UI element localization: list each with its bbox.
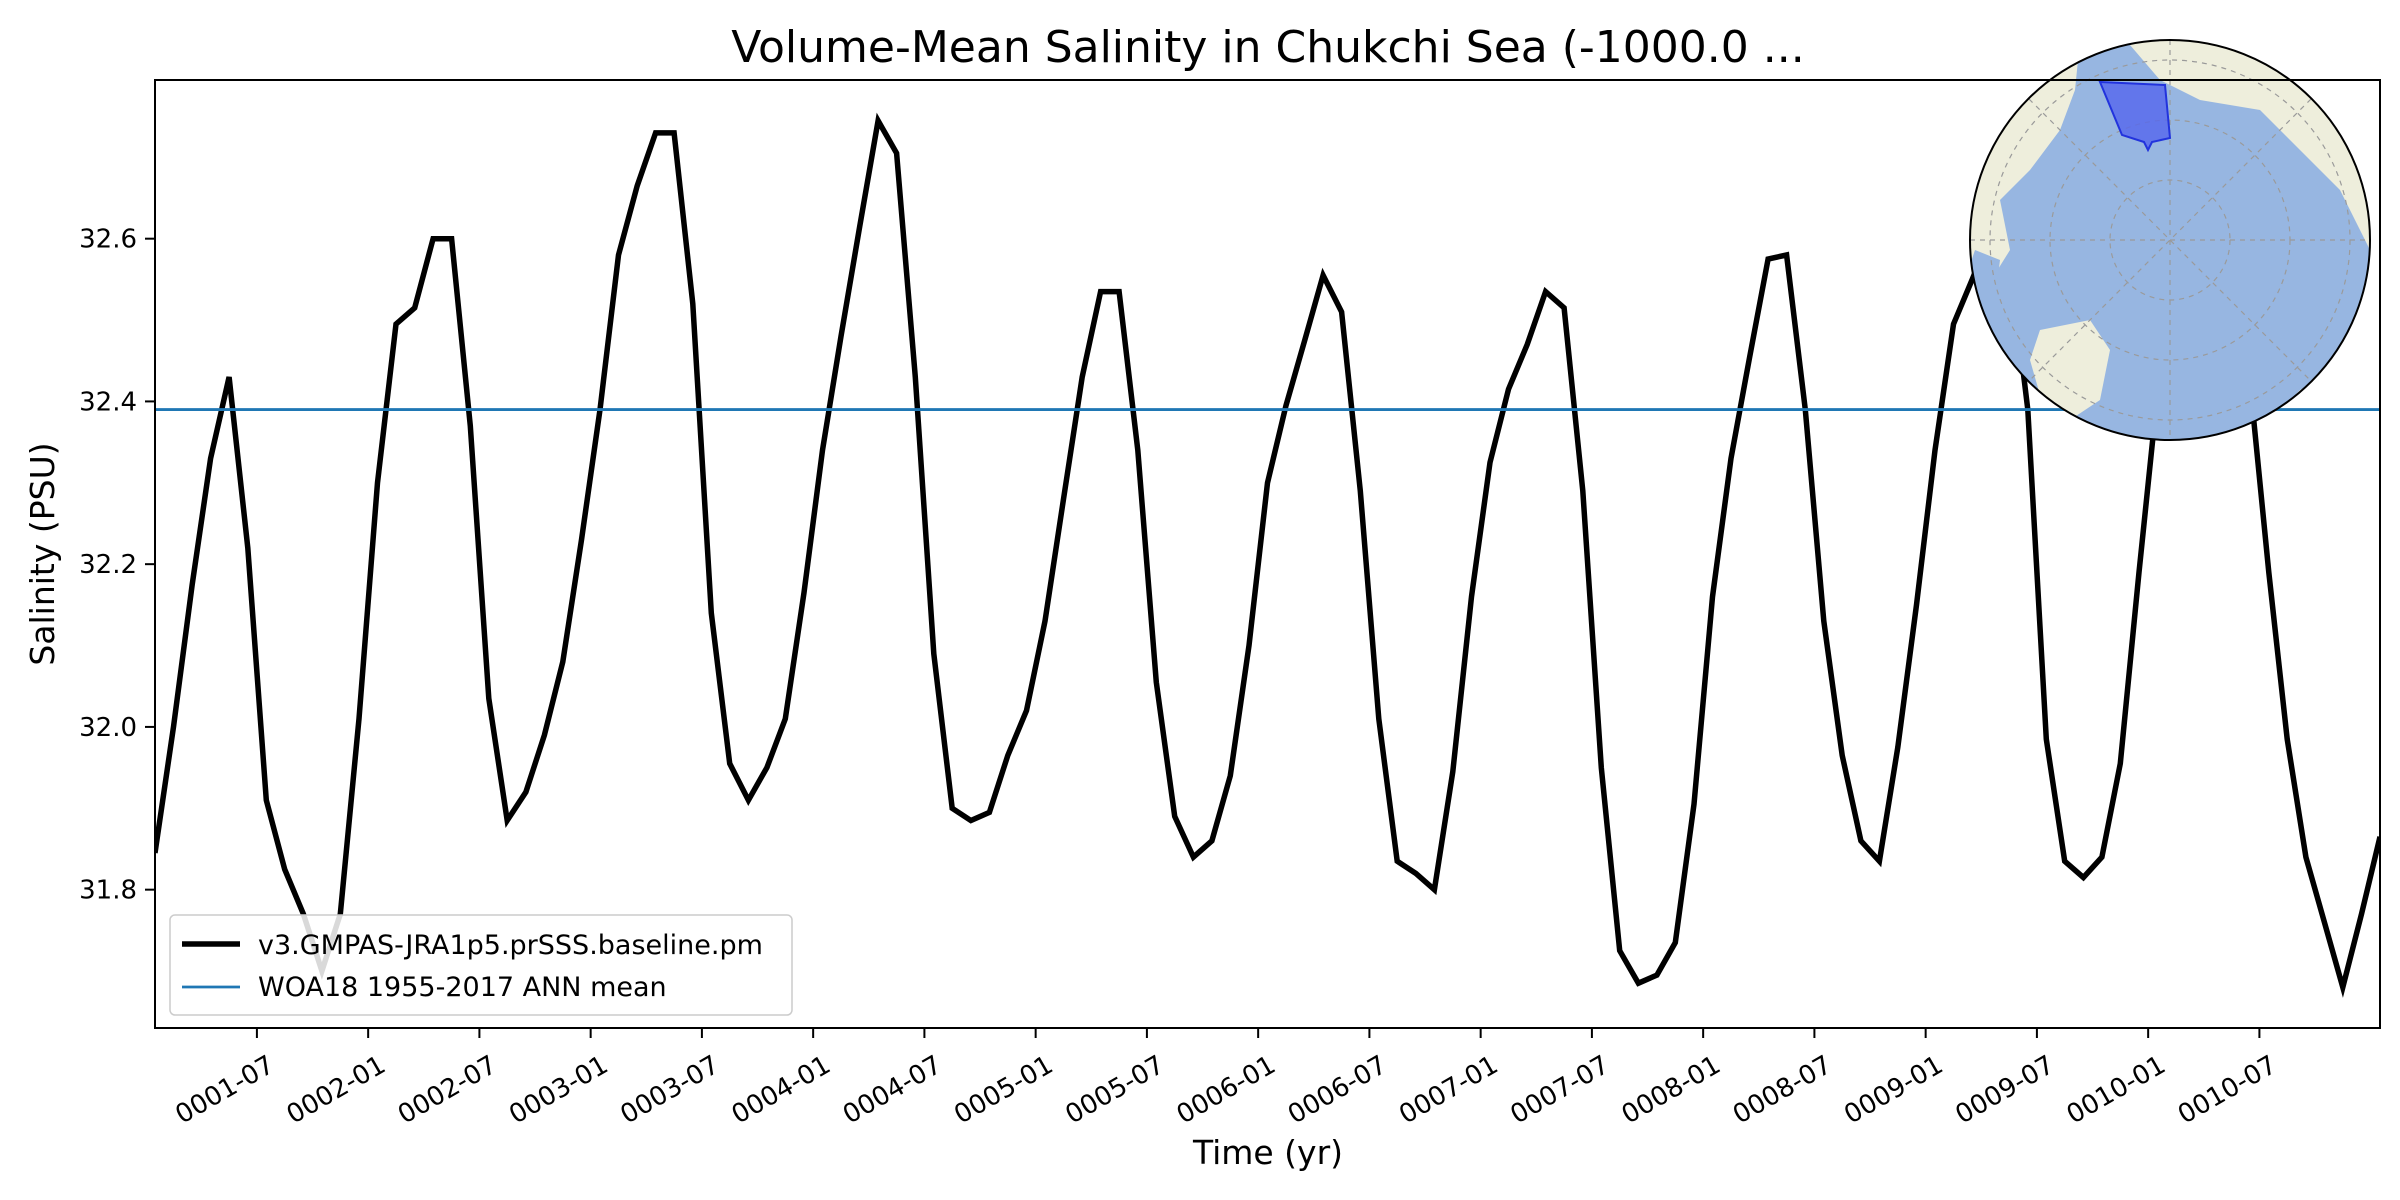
- legend-box: [169, 914, 793, 1016]
- y-tick-label: 32.6: [79, 225, 137, 255]
- legend-label-woa18: WOA18 1955-2017 ANN mean: [258, 972, 667, 1003]
- greenland-land-shape: [2030, 320, 2110, 420]
- x-axis-label: Time (yr): [1192, 1133, 1343, 1172]
- y-tick-label: 32.2: [79, 550, 137, 580]
- north-atlantic-shape: [2150, 420, 2240, 440]
- y-tick-label: 32.0: [79, 713, 137, 743]
- region-inset-map: [1969, 39, 2371, 441]
- y-tick-label: 31.8: [79, 876, 137, 906]
- y-tick-label: 32.4: [79, 387, 137, 417]
- chukchi-region-highlight: [2098, 80, 2172, 153]
- y-axis-ticks: 31.8 32.0 32.2 32.4 32.6: [79, 225, 155, 906]
- legend: v3.GMPAS-JRA1p5.prSSS.baseline.pm WOA18 …: [169, 914, 793, 1016]
- legend-label-model: v3.GMPAS-JRA1p5.prSSS.baseline.pm: [258, 930, 763, 961]
- y-axis-label: Salinity (PSU): [23, 442, 62, 665]
- plot-frame: [154, 79, 2381, 1029]
- chart-title: Volume-Mean Salinity in Chukchi Sea (-10…: [731, 22, 1804, 73]
